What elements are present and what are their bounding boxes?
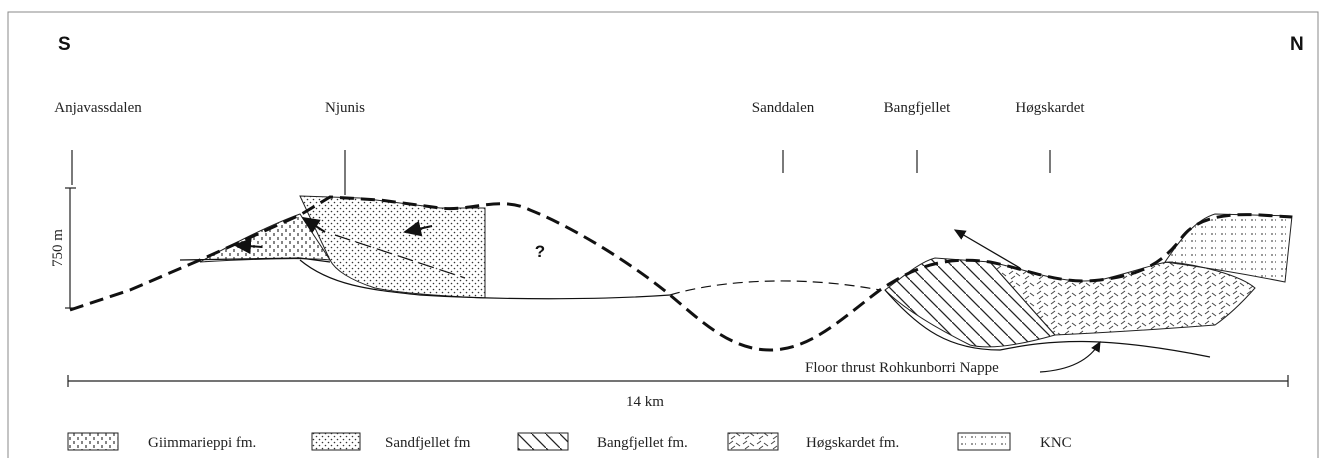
vertical-scale — [65, 188, 76, 308]
legend-label: KNC — [1040, 435, 1072, 451]
place-label: Sanddalen — [752, 100, 815, 116]
legend-label: Høgskardet fm. — [806, 435, 899, 451]
unknown-label: ? — [535, 242, 545, 261]
legend-label: Sandfjellet fm — [385, 435, 471, 451]
legend-label: Bangfjellet fm. — [597, 435, 688, 451]
horizontal-scale-label: 14 km — [626, 394, 664, 410]
horizontal-scale — [68, 375, 1288, 387]
orientation-right: N — [1290, 34, 1304, 55]
frame — [8, 12, 1318, 458]
cross-section: S N Anjavassdalen Njunis Sanddalen Bangf… — [0, 0, 1319, 458]
place-ticks — [72, 150, 1050, 195]
vertical-scale-label: 750 m — [50, 229, 66, 267]
place-label: Anjavassdalen — [54, 100, 142, 116]
thrust-label: Floor thrust Rohkunborri Nappe — [805, 360, 999, 376]
place-label: Njunis — [325, 100, 365, 116]
legend-label: Giimmarieppi fm. — [148, 435, 256, 451]
place-label: Høgskardet — [1015, 100, 1085, 116]
orientation-left: S — [58, 34, 71, 55]
place-label: Bangfjellet — [884, 100, 951, 116]
units — [200, 196, 1292, 347]
